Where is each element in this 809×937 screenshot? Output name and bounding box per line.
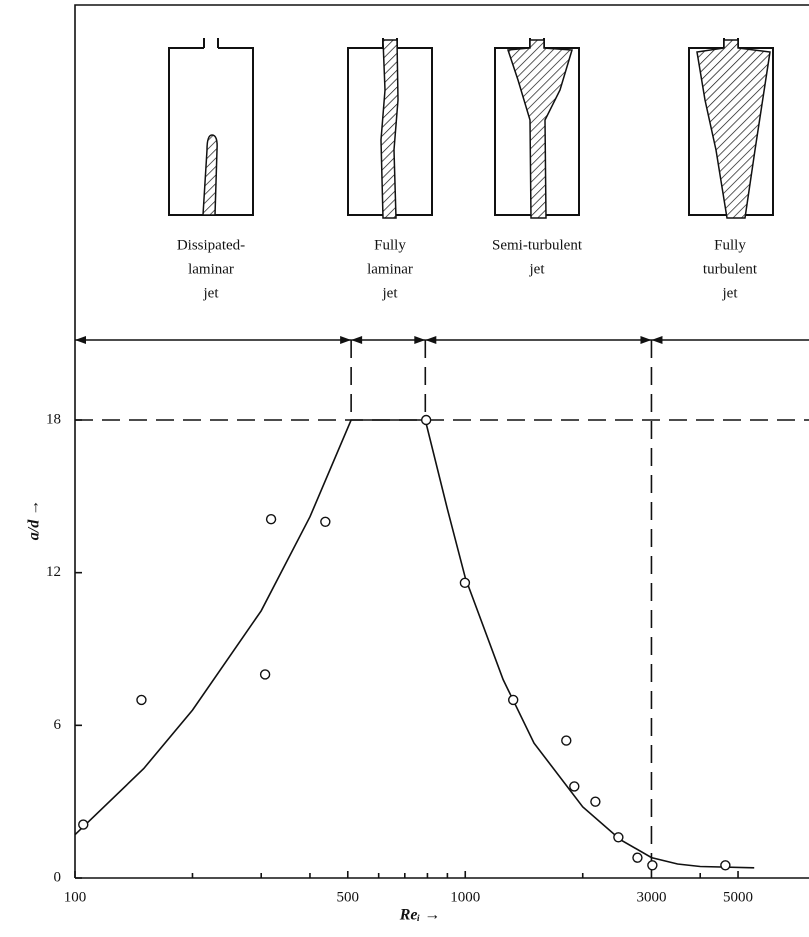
jet-diagram <box>348 38 432 218</box>
x-tick-label: 500 <box>337 889 360 905</box>
jet-diagram <box>169 38 253 215</box>
regime-label: jet <box>203 285 220 301</box>
arrow-head <box>651 336 662 344</box>
data-point <box>509 695 518 704</box>
regime-label: jet <box>722 285 739 301</box>
jet-diagram <box>689 38 773 218</box>
x-tick-label: 1000 <box>450 889 480 905</box>
regime-label: Fully <box>374 237 406 253</box>
arrow-head <box>340 336 351 344</box>
arrow-head <box>351 336 362 344</box>
data-point <box>137 695 146 704</box>
data-point <box>614 833 623 842</box>
y-tick-label: 6 <box>54 717 62 733</box>
y-tick-label: 12 <box>46 564 61 580</box>
data-point <box>591 797 600 806</box>
arrow-head <box>640 336 651 344</box>
data-point <box>570 782 579 791</box>
regime-label: jet <box>382 285 399 301</box>
arrow-head <box>425 336 436 344</box>
data-point <box>460 578 469 587</box>
data-point <box>648 861 657 870</box>
y-axis-label: a/d → <box>26 500 43 540</box>
x-axis-label: Reᵢ → <box>399 907 440 924</box>
x-tick-label: 100 <box>64 889 87 905</box>
regime-label: turbulent <box>703 261 758 277</box>
data-point <box>422 416 431 425</box>
regime-label: laminar <box>188 261 234 277</box>
arrow-head <box>75 336 86 344</box>
arrow-head <box>414 336 425 344</box>
x-tick-label: 3000 <box>636 889 666 905</box>
data-point <box>79 820 88 829</box>
y-tick-label: 0 <box>54 869 62 885</box>
regime-label: laminar <box>367 261 413 277</box>
fit-curve <box>75 420 754 868</box>
frame <box>75 5 809 878</box>
data-point <box>721 861 730 870</box>
jet-diagram <box>495 38 579 218</box>
data-point <box>267 515 276 524</box>
y-tick-label: 18 <box>46 411 61 427</box>
regime-label: Fully <box>714 237 746 253</box>
data-point <box>321 517 330 526</box>
data-point <box>562 736 571 745</box>
data-point <box>261 670 270 679</box>
chart: a/d → Reᵢ → 0 6 12 18 100 500 1000 3000 5000 Diss… <box>0 0 809 937</box>
regime-label: Semi-turbulent <box>492 237 583 253</box>
x-tick-label: 5000 <box>723 889 753 905</box>
regime-label: jet <box>529 261 546 277</box>
regime-label: Dissipated- <box>177 237 245 253</box>
data-point <box>633 853 642 862</box>
